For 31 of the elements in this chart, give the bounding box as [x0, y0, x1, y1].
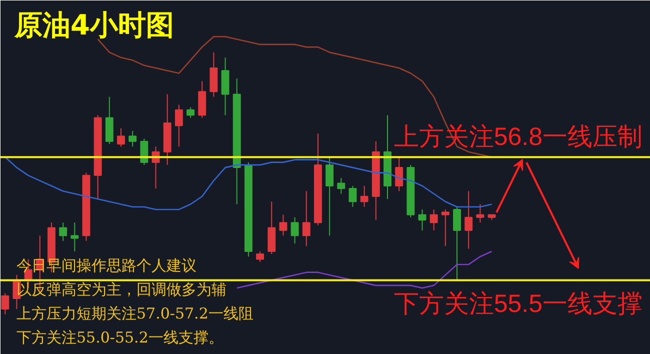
candlestick	[441, 208, 450, 247]
candlestick	[395, 156, 404, 192]
candlestick	[210, 52, 218, 98]
candlestick	[337, 178, 346, 194]
candlestick	[326, 156, 334, 236]
candlestick	[290, 216, 299, 244]
candlestick	[221, 57, 230, 116]
candlestick	[117, 128, 125, 148]
candlestick	[348, 185, 357, 208]
candlestick	[360, 185, 368, 208]
chart-title: 原油4小时图	[14, 8, 174, 42]
candlestick	[279, 214, 288, 236]
candlestick	[174, 104, 183, 148]
candlestick	[186, 106, 194, 118]
candlestick	[59, 222, 68, 242]
candlestick	[453, 206, 461, 281]
ref-line-label: 下方关注55.5一线支撑	[394, 290, 643, 318]
candlestick	[105, 96, 114, 144]
candlestick	[198, 80, 206, 118]
candlestick	[268, 201, 276, 254]
candlestick	[302, 190, 310, 247]
candlestick	[256, 250, 264, 262]
candlestick	[418, 208, 426, 231]
candlestick	[430, 208, 438, 231]
candlestick	[70, 222, 79, 252]
text: 下方关注55.0-55.2一线支撑。	[16, 328, 224, 346]
candlestick	[464, 190, 473, 250]
candlestick	[1, 292, 10, 315]
candlestick	[476, 204, 484, 224]
candlestick	[128, 130, 137, 148]
annotation: 上方压力短期关注57.0-57.2一线阻	[16, 304, 254, 322]
